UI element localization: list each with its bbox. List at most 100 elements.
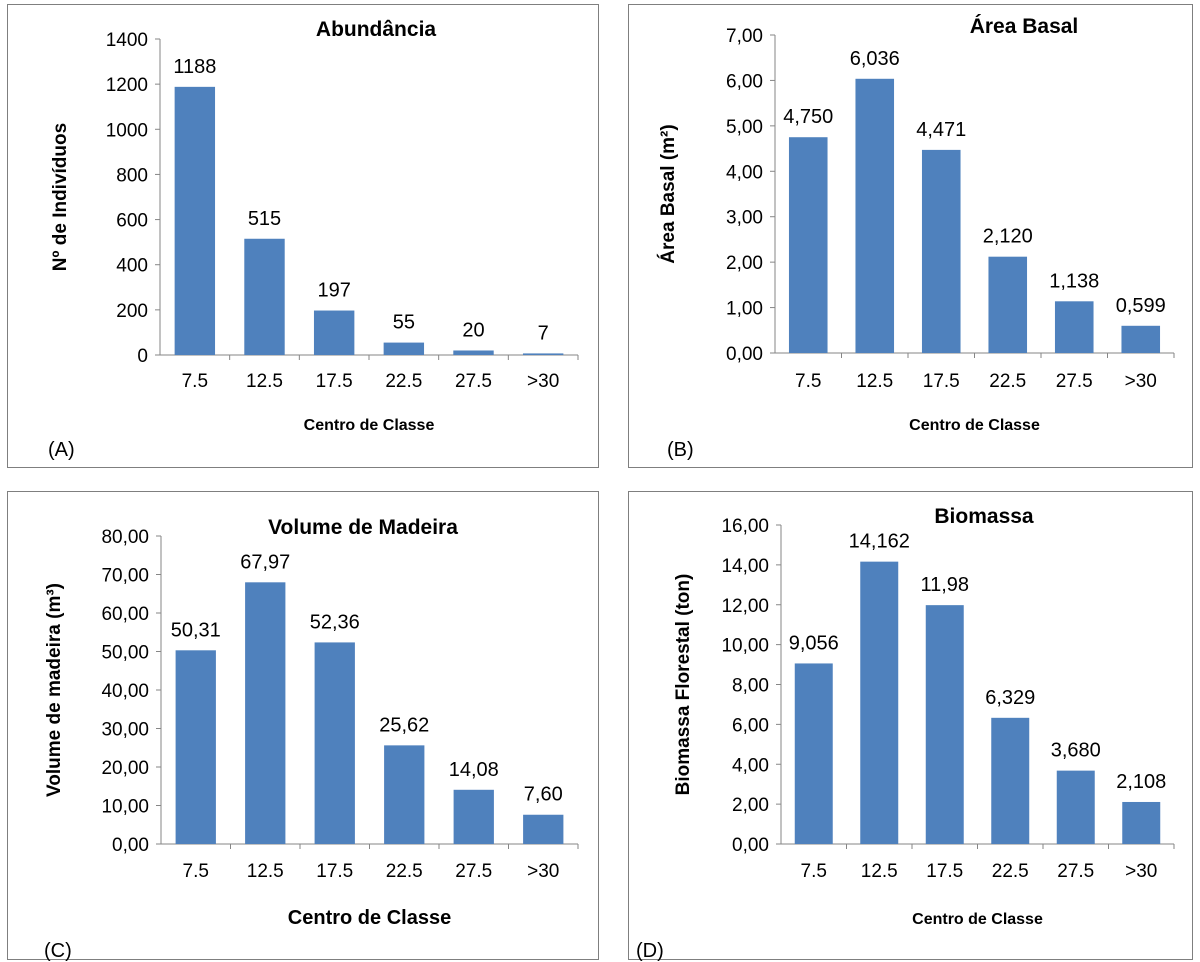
chart-title: Abundância: [316, 18, 436, 41]
x-tick-label: 12.5: [246, 371, 283, 392]
x-tick-label: 12.5: [247, 861, 284, 882]
data-label: 197: [317, 280, 350, 302]
data-label: 4,471: [916, 119, 966, 141]
y-tick-label: 5,00: [726, 117, 763, 138]
data-label: 6,036: [850, 48, 900, 70]
x-tick-label: 17.5: [316, 371, 353, 392]
y-tick-label: 0: [137, 346, 148, 367]
data-label: 7,60: [524, 784, 563, 806]
panel-b: 0,00 1,00 2,00 3,00 4,00 5,00 6,00 7,00 7.5 4,750…: [628, 4, 1193, 468]
x-axis-label: Centro de Classe: [288, 907, 451, 929]
y-axis-label: Volume de madeira (m³): [44, 583, 65, 797]
chart-a-svg: 0 200 400 600 800 1000 1200 1400 7.5 1188 12.5 515 1…: [48, 18, 579, 461]
data-label: 67,97: [240, 551, 290, 573]
chart-b-svg: 0,00 1,00 2,00 3,00 4,00 5,00 6,00 7,00 7.5 4,750…: [657, 15, 1175, 461]
y-tick-label: 200: [116, 301, 148, 322]
x-tick-label: >30: [1125, 371, 1157, 392]
bar: [925, 605, 964, 844]
x-tick-label: 22.5: [386, 861, 423, 882]
y-tick-label: 14,00: [721, 556, 769, 577]
data-label: 50,31: [171, 619, 221, 641]
bar: [522, 353, 564, 355]
x-tick-label: 17.5: [926, 861, 963, 882]
y-tick-label: 70,00: [101, 566, 149, 587]
y-tick-label: 400: [116, 256, 148, 277]
y-tick-label: 0,00: [732, 835, 769, 856]
y-tick-label: 6,00: [732, 715, 769, 736]
x-tick-label: 17.5: [316, 861, 353, 882]
chart-c-svg: 0,00 10,00 20,00 30,00 40,00 50,00 60,00 70,00 8…: [44, 516, 579, 962]
data-label: 0,599: [1116, 295, 1166, 317]
chart-d-svg: 0,00 2,00 4,00 6,00 8,00 10,00 12,00 14,00 16,00…: [636, 505, 1175, 962]
bar: [174, 86, 216, 355]
y-tick-label: 30,00: [101, 720, 149, 741]
data-label: 1,138: [1049, 270, 1099, 292]
bar: [313, 310, 355, 355]
y-tick-label: 1400: [106, 30, 148, 51]
x-tick-label: 17.5: [923, 371, 960, 392]
x-tick-label: 7.5: [801, 861, 827, 882]
y-tick-label: 40,00: [101, 681, 149, 702]
x-tick-label: 7.5: [795, 371, 821, 392]
y-axis-label: Área Basal (m²): [657, 124, 679, 263]
data-label: 9,056: [789, 632, 839, 654]
y-tick-label: 8,00: [732, 676, 769, 697]
y-tick-label: 10,00: [101, 797, 149, 818]
x-axis-label: Centro de Classe: [909, 417, 1040, 434]
panel-label: (B): [667, 439, 694, 461]
y-tick-label: 800: [116, 165, 148, 186]
panel-label: (C): [44, 940, 72, 962]
y-tick-label: 6,00: [726, 71, 763, 92]
bar: [991, 717, 1030, 844]
chart-title: Volume de Madeira: [268, 516, 458, 539]
y-axis-label: Nº de Indivíduos: [50, 123, 71, 271]
y-axis-label: Biomassa Florestal (ton): [673, 574, 694, 796]
y-tick-label: 4,00: [732, 755, 769, 776]
bar: [788, 137, 828, 353]
bar: [860, 561, 899, 844]
data-label: 6,329: [985, 687, 1035, 709]
chart-title: Biomassa: [934, 505, 1034, 528]
x-axis-label: Centro de Classe: [912, 911, 1043, 928]
y-tick-label: 60,00: [101, 604, 149, 625]
panel-label: (D): [636, 940, 664, 962]
data-label: 2,108: [1116, 771, 1166, 793]
data-label: 4,750: [783, 106, 833, 128]
x-tick-label: >30: [527, 861, 559, 882]
x-tick-label: 22.5: [989, 371, 1026, 392]
y-tick-label: 0,00: [726, 344, 763, 365]
data-label: 14,162: [849, 531, 910, 553]
bar: [523, 814, 564, 844]
x-tick-label: >30: [1125, 861, 1157, 882]
bar: [1122, 801, 1161, 844]
chart-title: Área Basal: [970, 15, 1079, 38]
data-label: 52,36: [310, 611, 360, 633]
bar: [988, 256, 1028, 353]
y-tick-label: 7,00: [726, 26, 763, 47]
x-tick-label: 12.5: [861, 861, 898, 882]
bar: [453, 350, 494, 355]
y-tick-label: 4,00: [726, 162, 763, 183]
x-tick-label: 22.5: [992, 861, 1029, 882]
y-tick-label: 50,00: [101, 643, 149, 664]
panel-label: (A): [48, 439, 75, 461]
panel-d: 0,00 2,00 4,00 6,00 8,00 10,00 12,00 14,00 16,00…: [628, 491, 1193, 962]
x-tick-label: >30: [527, 371, 559, 392]
data-label: 14,08: [449, 759, 499, 781]
data-label: 20: [462, 319, 484, 341]
y-tick-label: 80,00: [101, 527, 149, 548]
bar: [314, 642, 355, 844]
y-tick-label: 2,00: [726, 253, 763, 274]
y-tick-label: 20,00: [101, 758, 149, 779]
bar: [453, 789, 494, 844]
x-tick-label: 27.5: [1057, 861, 1094, 882]
y-tick-label: 12,00: [721, 596, 769, 617]
data-label: 1188: [173, 56, 216, 78]
bar: [245, 582, 286, 844]
x-tick-label: 27.5: [455, 371, 492, 392]
y-tick-label: 600: [116, 211, 148, 232]
data-label: 7: [538, 322, 549, 344]
x-tick-label: 7.5: [182, 371, 208, 392]
bar: [794, 663, 833, 844]
data-label: 55: [393, 312, 415, 334]
